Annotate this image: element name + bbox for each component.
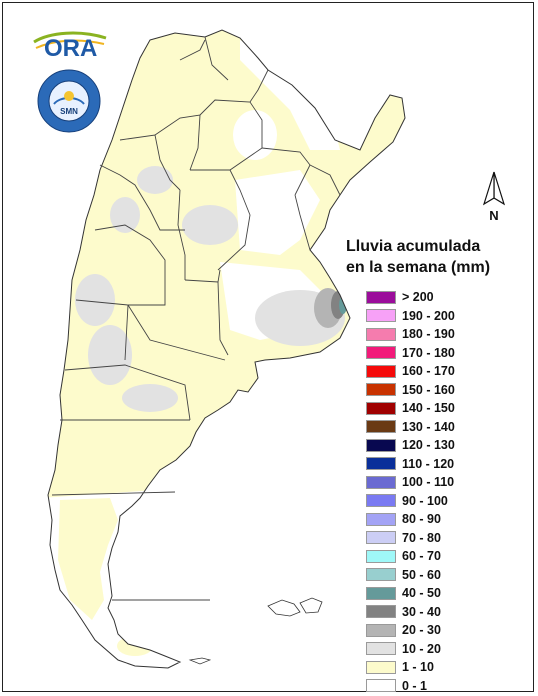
- legend-swatch: [366, 475, 396, 489]
- legend-swatch: [366, 457, 396, 471]
- legend-item: 170 - 180: [366, 344, 455, 363]
- legend-swatch: [366, 568, 396, 582]
- legend-item: 40 - 50: [366, 584, 455, 603]
- legend-label: 70 - 80: [402, 530, 441, 545]
- legend-label: 50 - 60: [402, 567, 441, 582]
- legend-label: 1 - 10: [402, 660, 434, 675]
- legend-label: 30 - 40: [402, 604, 441, 619]
- legend-item: 130 - 140: [366, 418, 455, 437]
- legend-title-line2: en la semana (mm): [346, 259, 491, 276]
- legend-swatch: [366, 383, 396, 397]
- isla-de-los-estados: [188, 657, 212, 665]
- legend-item: 100 - 110: [366, 473, 455, 492]
- legend-swatch: [366, 679, 396, 693]
- legend-swatch: [366, 327, 396, 341]
- legend-label: 0 - 1: [402, 678, 428, 693]
- legend-swatch: [366, 364, 396, 378]
- legend-swatch: [366, 586, 396, 600]
- legend-swatch: [366, 623, 396, 637]
- legend-label: 10 - 20: [402, 641, 441, 656]
- legend-swatch: [366, 494, 396, 508]
- legend-label: 150 - 160: [402, 382, 455, 397]
- legend-swatch: [366, 290, 396, 304]
- legend-item: 10 - 20: [366, 640, 455, 659]
- legend-item: 180 - 190: [366, 325, 455, 344]
- legend-item: 50 - 60: [366, 566, 455, 585]
- legend-item: 190 - 200: [366, 307, 455, 326]
- legend-item: 120 - 130: [366, 436, 455, 455]
- legend-swatch: [366, 660, 396, 674]
- legend-item: 30 - 40: [366, 603, 455, 622]
- legend-label: 130 - 140: [402, 419, 455, 434]
- north-arrow: N: [478, 170, 510, 223]
- legend-item: 80 - 90: [366, 510, 455, 529]
- legend-swatch: [366, 642, 396, 656]
- malvinas-islands: [267, 597, 323, 617]
- smn-logo: SMN: [36, 68, 102, 134]
- legend-title-line1: Lluvia acumulada: [346, 238, 481, 255]
- legend-title: Lluvia acumulada en la semana (mm): [346, 236, 532, 278]
- legend-swatch: [366, 531, 396, 545]
- province-boundaries: [51, 36, 341, 601]
- legend-item: > 200: [366, 288, 455, 307]
- legend-label: 140 - 150: [402, 401, 455, 416]
- legend-swatch: [366, 605, 396, 619]
- ora-logo: ORA: [30, 26, 110, 62]
- legend-item: 150 - 160: [366, 381, 455, 400]
- legend-item: 140 - 150: [366, 399, 455, 418]
- legend-swatch: [366, 309, 396, 323]
- legend-label: 90 - 100: [402, 493, 448, 508]
- legend-label: 170 - 180: [402, 345, 455, 360]
- legend-swatch: [366, 401, 396, 415]
- legend-item: 1 - 10: [366, 658, 455, 677]
- legend-item: 160 - 170: [366, 362, 455, 381]
- legend-label: 190 - 200: [402, 308, 455, 323]
- legend-label: > 200: [402, 290, 434, 305]
- legend-item: 90 - 100: [366, 492, 455, 511]
- legend-label: 160 - 170: [402, 364, 455, 379]
- smn-logo-text: SMN: [60, 107, 78, 116]
- north-arrow-label: N: [489, 208, 498, 222]
- legend-label: 180 - 190: [402, 327, 455, 342]
- legend-label: 80 - 90: [402, 512, 441, 527]
- legend: > 200 190 - 200 180 - 190 170 - 180 160 - 17…: [366, 288, 455, 695]
- legend-swatch: [366, 346, 396, 360]
- legend-item: 20 - 30: [366, 621, 455, 640]
- legend-label: 20 - 30: [402, 623, 441, 638]
- legend-swatch: [366, 512, 396, 526]
- legend-label: 60 - 70: [402, 549, 441, 564]
- legend-swatch: [366, 420, 396, 434]
- legend-item: 70 - 80: [366, 529, 455, 548]
- legend-item: 0 - 1: [366, 677, 455, 696]
- legend-label: 40 - 50: [402, 586, 441, 601]
- legend-label: 120 - 130: [402, 438, 455, 453]
- ora-logo-text: ORA: [44, 35, 97, 62]
- legend-item: 60 - 70: [366, 547, 455, 566]
- legend-swatch: [366, 549, 396, 563]
- legend-item: 110 - 120: [366, 455, 455, 474]
- legend-label: 100 - 110: [402, 475, 455, 490]
- legend-label: 110 - 120: [402, 456, 455, 471]
- legend-swatch: [366, 438, 396, 452]
